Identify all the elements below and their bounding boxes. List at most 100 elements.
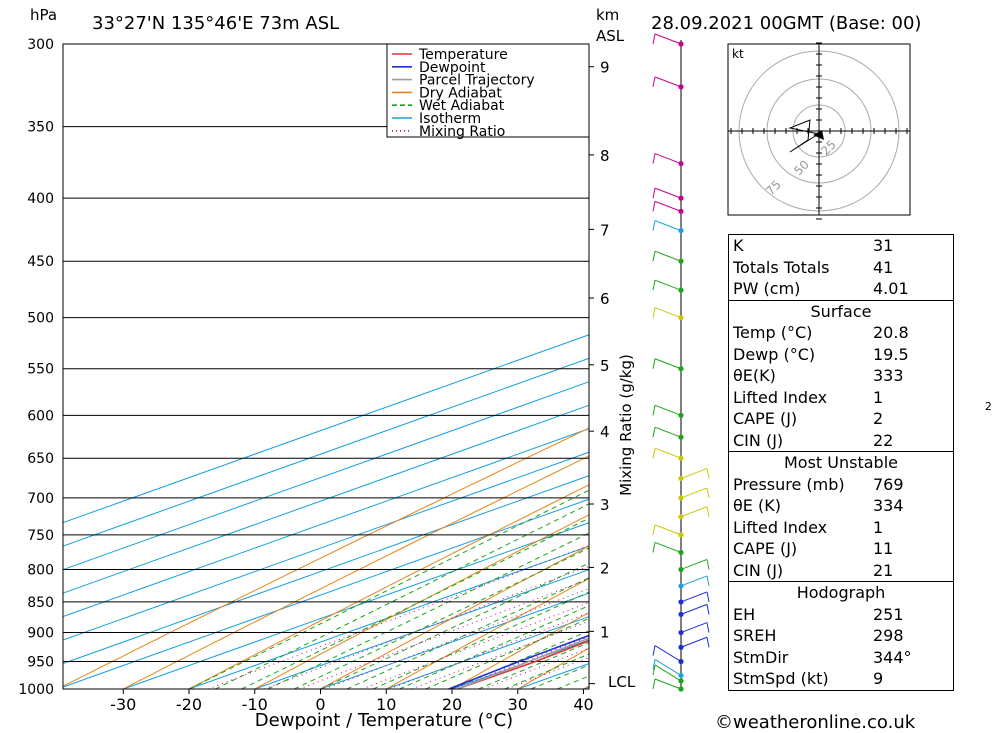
pressure-tick-label: 800 <box>27 562 54 578</box>
wind-level-dot <box>678 672 684 679</box>
surface-key: CIN (J) <box>733 430 784 450</box>
surface-value: 22 <box>873 430 894 450</box>
mu-key: Pressure (mb) <box>733 474 845 494</box>
mu-value: 11 <box>873 539 894 558</box>
wet-adiabat-line <box>267 532 589 689</box>
dry-adiabat-line <box>188 484 589 689</box>
pressure-tick-label: 700 <box>27 491 54 507</box>
isotherm-line <box>63 451 589 641</box>
wind-level-dot <box>678 658 684 665</box>
wind-barb <box>654 187 682 199</box>
index-key: PW (cm) <box>733 279 801 298</box>
wind-barb <box>680 558 708 570</box>
dry-adiabat-line <box>451 612 589 689</box>
wind-barb-flag <box>652 448 656 459</box>
wind-barb <box>654 664 682 682</box>
legend-item-label: Mixing Ratio <box>419 124 505 140</box>
wind-barb <box>654 541 682 553</box>
index-key: Totals Totals <box>733 257 830 277</box>
surface-row: Temp (°C) 20.8 <box>729 322 953 344</box>
surface-key: θE(K) <box>733 366 776 385</box>
surface-value: 19.5 <box>873 344 909 364</box>
x-tick-label: -20 <box>176 695 202 714</box>
pressure-tick-label: 400 <box>27 191 54 207</box>
wind-barb-flag <box>652 280 656 291</box>
hodo-key: EH <box>733 604 756 624</box>
wet-adiabat-line <box>293 547 589 689</box>
hodo-row: EH 251 <box>729 604 953 626</box>
surface-value: 1 <box>873 387 884 407</box>
wet-adiabat-line <box>320 562 589 689</box>
wind-barb <box>680 467 708 479</box>
hodo-key: SREH <box>733 626 777 645</box>
index-row-totals: Totals Totals 41 <box>729 257 953 279</box>
hodo-value: 344° <box>873 647 912 667</box>
pressure-tick-label: 450 <box>27 254 54 270</box>
x-tick-label: -30 <box>110 695 136 714</box>
hodo-row: SREH 298 <box>729 625 953 647</box>
mixing-ratio-tick-label: 2 <box>985 400 992 413</box>
mu-key: CAPE (J) <box>733 539 798 558</box>
wind-barb-flag <box>706 506 710 517</box>
isotherm-line <box>123 522 589 689</box>
wind-barb <box>680 575 708 587</box>
wet-adiabat-line <box>399 605 589 689</box>
wind-barb <box>654 404 682 416</box>
legend-item-label: Isotherm <box>419 111 481 127</box>
pressure-tick-label: 1000 <box>18 682 54 698</box>
km-tick-label: 5 <box>600 357 610 375</box>
wind-barb <box>680 622 708 634</box>
wind-barb <box>654 33 682 45</box>
surface-row: θE(K) 333 <box>729 365 953 387</box>
mu-row: Lifted Index 1 <box>729 517 953 539</box>
wind-barb-flag <box>652 153 656 164</box>
x-tick-label: 10 <box>376 695 396 714</box>
run-date: 28.09.2021 00GMT (Base: 00) <box>651 13 921 34</box>
wind-barb-flag <box>652 358 656 369</box>
wind-barb <box>680 487 708 499</box>
x-tick-label: 30 <box>508 695 528 714</box>
surface-value: 2 <box>873 409 884 428</box>
wind-barb <box>654 358 682 370</box>
pressure-tick-label: 900 <box>27 626 54 642</box>
wind-barb-flag <box>706 591 710 603</box>
hodo-value: 298 <box>873 626 904 645</box>
surface-key: CAPE (J) <box>733 409 798 428</box>
wind-barb-flag <box>652 188 656 199</box>
wind-barb-flag <box>652 33 656 45</box>
wind-profile <box>652 33 710 692</box>
wind-barb <box>654 659 682 676</box>
wind-barb <box>654 153 682 165</box>
asl-label: ASL <box>596 27 625 45</box>
wind-barb-flag <box>706 622 710 633</box>
x-tick-label: 20 <box>442 695 462 714</box>
mu-key: θE (K) <box>733 496 781 515</box>
wind-barb-flag <box>652 201 656 212</box>
pressure-tick-label: 850 <box>27 595 54 611</box>
km-tick-label: 7 <box>600 221 610 239</box>
hpa-label: hPa <box>30 6 57 24</box>
mu-value: 1 <box>873 517 884 537</box>
legend-item-label: Parcel Trajectory <box>419 73 535 89</box>
x-axis-label: Dewpoint / Temperature (°C) <box>255 710 513 731</box>
wind-barb-flag <box>652 524 656 535</box>
index-key: K <box>733 236 744 255</box>
index-value: 41 <box>873 257 894 277</box>
wind-barb-flag <box>652 220 656 231</box>
pressure-tick-label: 350 <box>27 120 54 136</box>
surface-row: Lifted Index 1 <box>729 387 953 409</box>
km-label: km <box>596 6 619 24</box>
km-tick-label: 6 <box>600 290 610 308</box>
pressure-tick-label: 500 <box>27 311 54 327</box>
mu-row: Pressure (mb) 769 <box>729 474 953 496</box>
hodograph-table-title: Hodograph <box>729 581 953 604</box>
pressure-tick-label: 550 <box>27 362 54 378</box>
wind-level-dot <box>678 514 684 520</box>
wind-barb <box>654 250 682 262</box>
surface-key: Dewp (°C) <box>733 344 816 364</box>
dry-adiabat-line <box>386 578 589 689</box>
indices-table: K 31 Totals Totals 41 PW (cm) 4.01 Surface … <box>728 234 954 691</box>
